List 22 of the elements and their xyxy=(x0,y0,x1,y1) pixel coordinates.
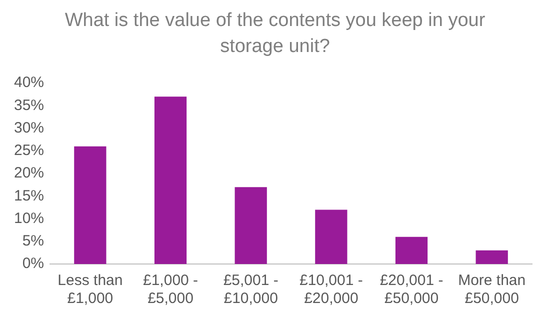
x-tick-label: £10,001 - £20,000 xyxy=(299,272,363,308)
y-tick-label: 30% xyxy=(14,119,44,136)
x-tick-label: £5,001 - £10,000 xyxy=(223,272,278,308)
bar xyxy=(476,250,508,264)
x-tick-label: £1,000 - £5,000 xyxy=(142,272,198,308)
bar xyxy=(395,236,428,264)
y-tick-label: 35% xyxy=(14,96,44,114)
y-tick-label: 5% xyxy=(22,232,44,250)
y-tick-label: 20% xyxy=(14,164,44,182)
y-tick-label: 15% xyxy=(14,187,44,204)
bar xyxy=(74,146,106,264)
y-tick-label: 25% xyxy=(14,142,44,160)
x-tick-label: Less than £1,000 xyxy=(58,272,123,308)
bar xyxy=(234,187,267,264)
y-tick-label: 10% xyxy=(14,210,44,227)
chart-title: What is the value of the contents you keep in your storage unit? xyxy=(64,9,486,59)
x-tick-label: More than £50,000 xyxy=(458,272,526,308)
bar xyxy=(154,96,187,264)
bar xyxy=(315,210,348,264)
y-tick-label: 40% xyxy=(14,74,44,92)
y-tick-label: 0% xyxy=(22,255,44,272)
x-tick-label: £20,001 - £50,000 xyxy=(380,272,444,308)
